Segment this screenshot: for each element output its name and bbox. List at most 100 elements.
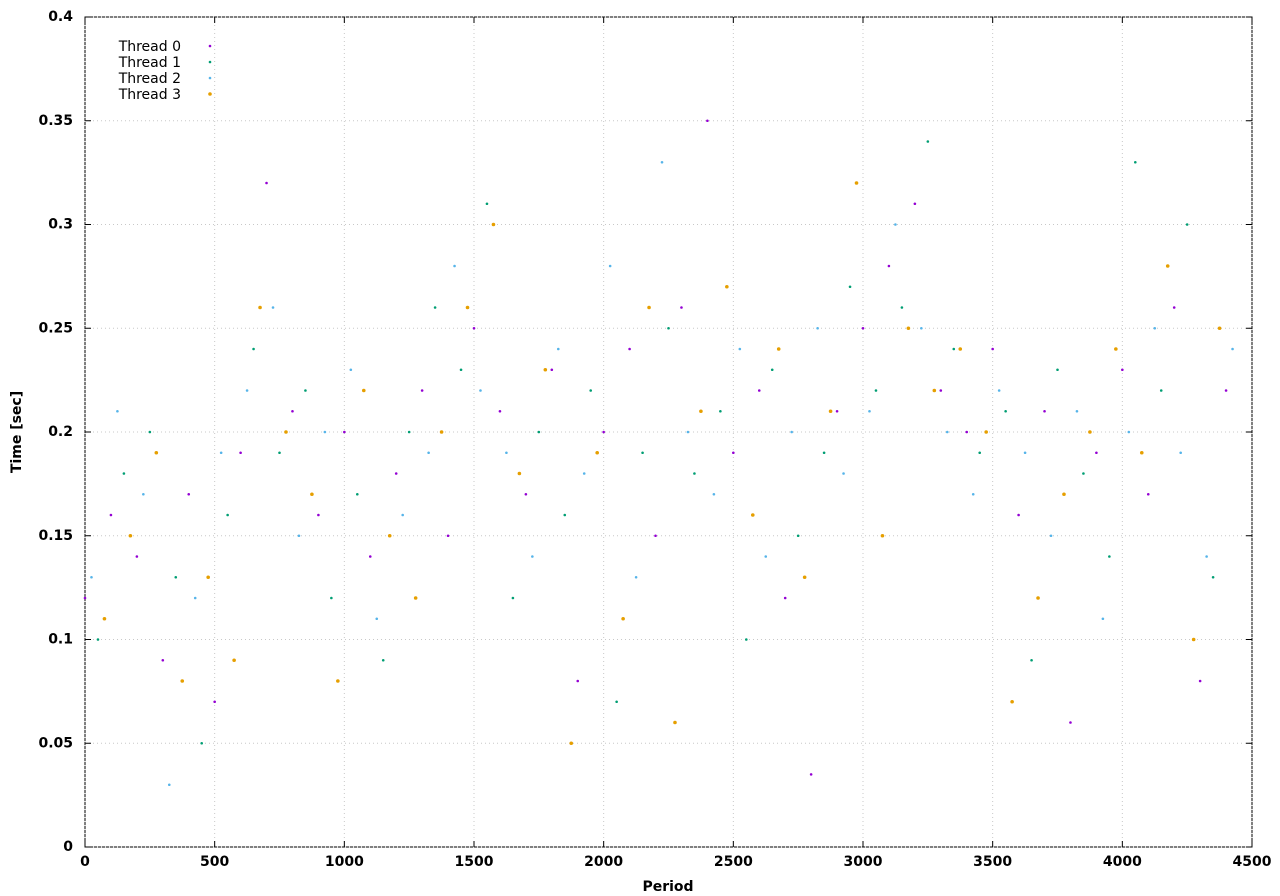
point <box>874 389 878 392</box>
x-tick-label: 500 <box>200 854 229 870</box>
point <box>712 492 716 496</box>
point <box>1017 513 1020 517</box>
point <box>1114 347 1118 351</box>
point <box>945 430 949 434</box>
point <box>258 305 262 310</box>
point <box>854 181 859 185</box>
point <box>1134 160 1137 164</box>
x-axis-label: Period <box>642 879 693 895</box>
point <box>1108 555 1111 558</box>
point <box>1101 617 1105 621</box>
point <box>906 326 911 331</box>
point <box>317 513 320 517</box>
point <box>1217 326 1222 331</box>
x-tick-label: 2500 <box>714 854 753 870</box>
plot-frame <box>84 16 1253 848</box>
point <box>796 534 800 538</box>
point <box>517 471 522 476</box>
point <box>842 472 845 475</box>
point <box>1127 430 1131 434</box>
point <box>1088 430 1092 434</box>
point <box>595 450 599 455</box>
point <box>96 638 100 641</box>
point <box>776 347 781 351</box>
point <box>628 347 631 351</box>
point <box>394 472 398 475</box>
point <box>1069 721 1072 724</box>
point <box>459 368 463 372</box>
legend-label: Thread 2 <box>118 71 181 87</box>
point <box>608 264 612 268</box>
point <box>479 389 482 392</box>
point <box>1153 326 1157 330</box>
x-tick-label: 2000 <box>584 854 623 870</box>
point <box>732 451 735 455</box>
point <box>589 389 592 392</box>
point <box>245 389 249 392</box>
point <box>135 555 139 558</box>
point <box>952 347 956 351</box>
point <box>738 347 742 351</box>
point <box>122 472 126 475</box>
point <box>531 555 534 558</box>
point <box>154 450 159 455</box>
legend-marker <box>208 44 212 48</box>
point <box>310 492 314 497</box>
point <box>1231 347 1234 351</box>
legend-marker <box>208 60 212 64</box>
point <box>543 367 548 372</box>
point <box>1095 451 1098 455</box>
point <box>265 181 268 185</box>
legend-label: Thread 1 <box>118 55 181 71</box>
y-tick-label: 0.3 <box>48 217 73 233</box>
point <box>913 202 917 206</box>
point <box>660 160 664 164</box>
point <box>433 306 437 309</box>
point <box>401 513 404 517</box>
point <box>1043 409 1046 413</box>
point <box>109 513 113 517</box>
point <box>693 472 696 475</box>
point <box>828 409 833 414</box>
y-tick-label: 0.25 <box>38 320 73 336</box>
point <box>997 389 1001 392</box>
point <box>1030 658 1033 662</box>
point <box>304 389 307 392</box>
legend-marker <box>208 92 212 96</box>
point <box>868 409 871 413</box>
point <box>206 575 210 580</box>
y-tick-label: 0.1 <box>48 632 73 648</box>
point <box>193 596 197 600</box>
point <box>1211 575 1215 579</box>
point <box>978 451 981 455</box>
point <box>524 492 528 496</box>
point <box>686 430 690 434</box>
point <box>381 658 385 662</box>
point <box>1224 389 1228 392</box>
point <box>576 679 580 683</box>
point <box>180 679 185 683</box>
point <box>511 596 515 600</box>
point <box>1165 264 1170 268</box>
point <box>1023 451 1027 455</box>
point <box>920 326 923 330</box>
point <box>770 368 774 372</box>
point <box>615 700 618 704</box>
point <box>446 534 450 538</box>
y-tick-label: 0.35 <box>38 113 73 129</box>
x-tick-label: 3000 <box>844 854 883 870</box>
x-tick-label: 4500 <box>1233 854 1272 870</box>
point <box>582 472 586 475</box>
point <box>90 575 93 579</box>
point <box>407 430 411 434</box>
y-axis-label: Time [sec] <box>9 391 25 473</box>
point <box>200 741 203 745</box>
point <box>1036 596 1040 600</box>
point <box>706 119 709 123</box>
point <box>219 451 223 455</box>
point <box>835 409 839 413</box>
point <box>142 492 145 496</box>
point <box>336 679 340 683</box>
point <box>971 492 975 496</box>
point <box>848 285 852 289</box>
